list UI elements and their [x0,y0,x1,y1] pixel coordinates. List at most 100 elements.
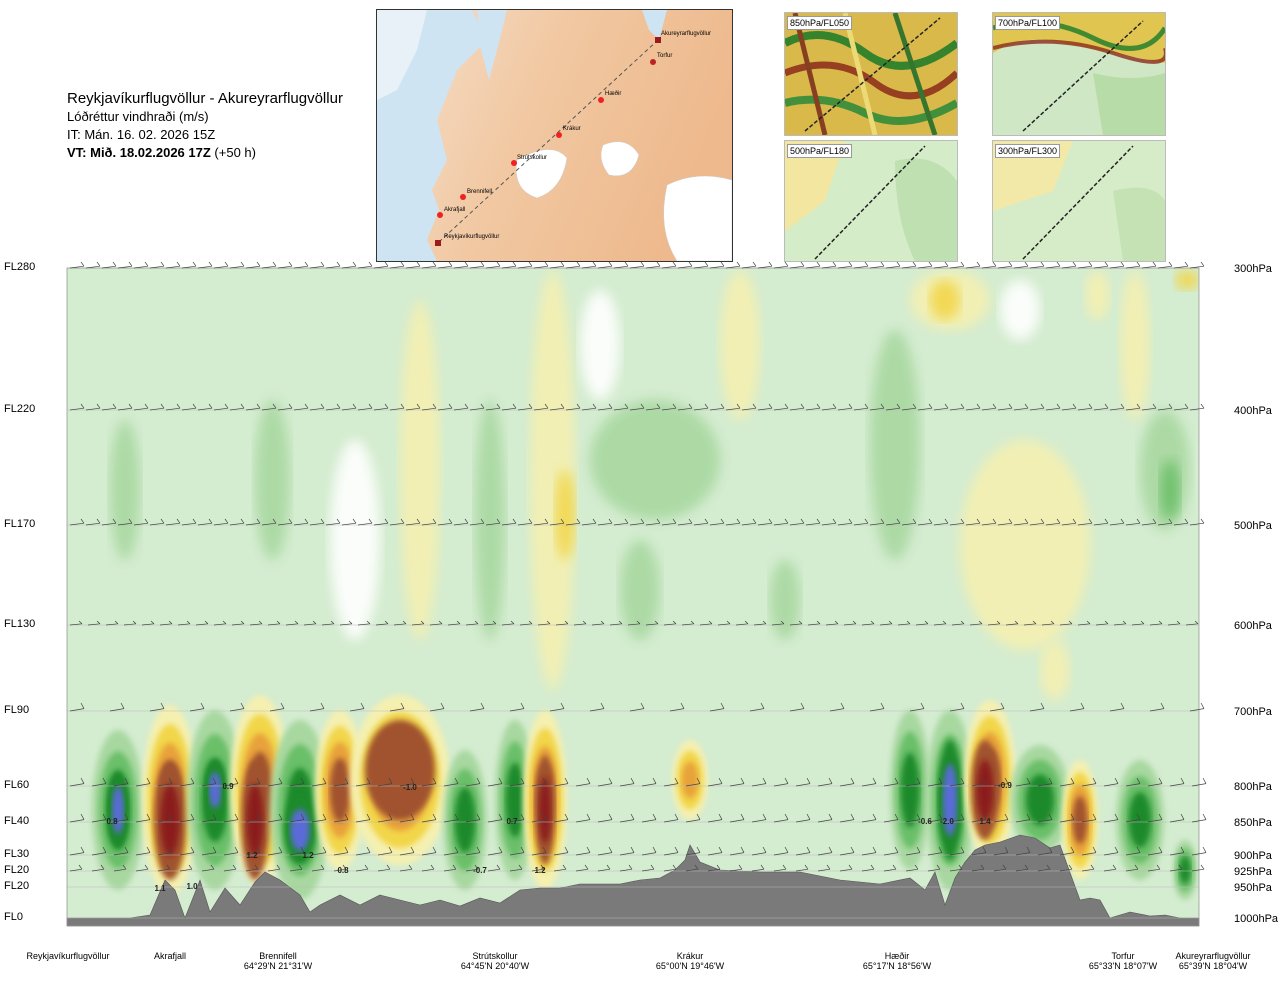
pressure-label: 800hPa [1234,781,1272,793]
convective-cell [209,772,221,808]
wind-barb [1015,852,1031,856]
wind-barb-flag [1158,620,1163,625]
wind-barb [1059,623,1073,626]
wind-barb [223,852,239,856]
wind-barb-flag [124,846,129,853]
wind-barb-flag [562,864,567,870]
wind-barb-flag [320,518,325,524]
wind-barb-flag [452,864,457,870]
wind-barb-flag [1200,864,1205,870]
wind-barb-flag [690,620,695,625]
fl-label: FL130 [4,618,36,630]
wind-barb-flag [784,518,789,524]
wind-barb-flag [1050,620,1055,625]
wind-barb [749,708,765,712]
wind-barb [355,852,371,856]
wind-barb [869,708,885,712]
wind-barb [113,868,127,872]
wind-barb-flag [600,620,605,625]
wind-barb-flag [806,813,811,820]
wind-barb-flag [1086,620,1091,625]
wind-barb [267,783,283,787]
route-map: Akureyrarflugvöllur Torfur Hæðir Krákur … [376,9,733,262]
wind-barb [149,708,165,712]
wind-barb [373,407,389,411]
wind-barb-flag [1176,620,1181,625]
wind-barb-flag [816,620,821,625]
upper-band [110,420,140,560]
wind-barb-flag [640,702,645,709]
wind-barb-flag [388,846,393,853]
wind-barb-flag [168,620,173,625]
wind-barb-flag [1114,813,1119,820]
wind-barb-flag [1122,620,1127,625]
wind-barb [1093,265,1109,269]
wind-barb-flag [432,846,437,853]
wind-barb-flag [1002,864,1007,870]
wind-barb [1149,623,1163,626]
wind-barb [933,407,949,411]
wind-barb [197,522,213,526]
upper-band [1085,270,1110,320]
inset-panel-850: 850hPa/FL050 [784,12,958,136]
wind-barb-flag [560,403,565,409]
wind-barb [421,783,437,787]
valid-time-offset: (+50 h) [214,145,256,160]
wind-barb [1045,407,1061,411]
wind-barb-flag [800,261,805,267]
wind-barb-flag [592,261,597,267]
wind-barb-flag [344,777,349,784]
wind-barb-flag [958,864,963,870]
wind-barb [69,623,83,626]
wind-barb-flag [912,518,917,524]
wind-barb-flag [276,864,281,870]
wind-barb [1141,265,1157,269]
wind-barb-flag [476,846,481,853]
wind-barb-flag [256,777,261,784]
wind-barb-flag [848,403,853,409]
wind-barb-flag [1158,813,1163,820]
wind-barb [213,623,227,626]
wind-barb [575,852,591,856]
fl-label: FL20 [4,880,30,892]
wind-barb-flag [368,518,373,524]
pressure-label: 1000hPa [1234,913,1279,925]
wind-barb [1157,265,1173,269]
wind-barb [389,265,405,269]
wind-barb [181,265,197,269]
value-label: 0.8 [337,866,349,875]
inset-500-svg [785,141,957,261]
wind-barb [1141,407,1157,411]
wind-barb-flag [176,261,181,267]
wind-barb-flag [384,261,389,267]
upper-band [1000,280,1040,340]
wind-barb [589,708,605,712]
wind-barb-flag [102,813,107,820]
wind-barb [933,522,949,526]
wind-barb-flag [420,620,425,625]
wind-barb [565,265,581,269]
wind-barb-flag [960,620,965,625]
wind-barb [927,783,943,787]
wind-barb-flag [848,261,853,267]
wind-barb-flag [144,518,149,524]
wind-barb-flag [1024,518,1029,524]
wind-barb [399,783,415,787]
wind-barb [917,265,933,269]
wind-barb-flag [720,261,725,267]
wind-barb-flag [586,846,591,853]
wind-barb-flag [992,518,997,524]
waypoint-name: Krákur [676,951,704,961]
wind-barb-flag [768,261,773,267]
wind-barb [773,868,787,872]
wind-barb-flag [652,846,657,853]
wind-barb [965,522,981,526]
wind-barb-flag [410,777,415,784]
wind-barb [189,708,205,712]
wind-barb-flag [528,403,533,409]
wind-barb [981,522,997,526]
wind-barb-flag [364,864,369,870]
wind-barb-flag [672,261,677,267]
wind-barb [531,819,547,823]
wind-barb-flag [976,518,981,524]
